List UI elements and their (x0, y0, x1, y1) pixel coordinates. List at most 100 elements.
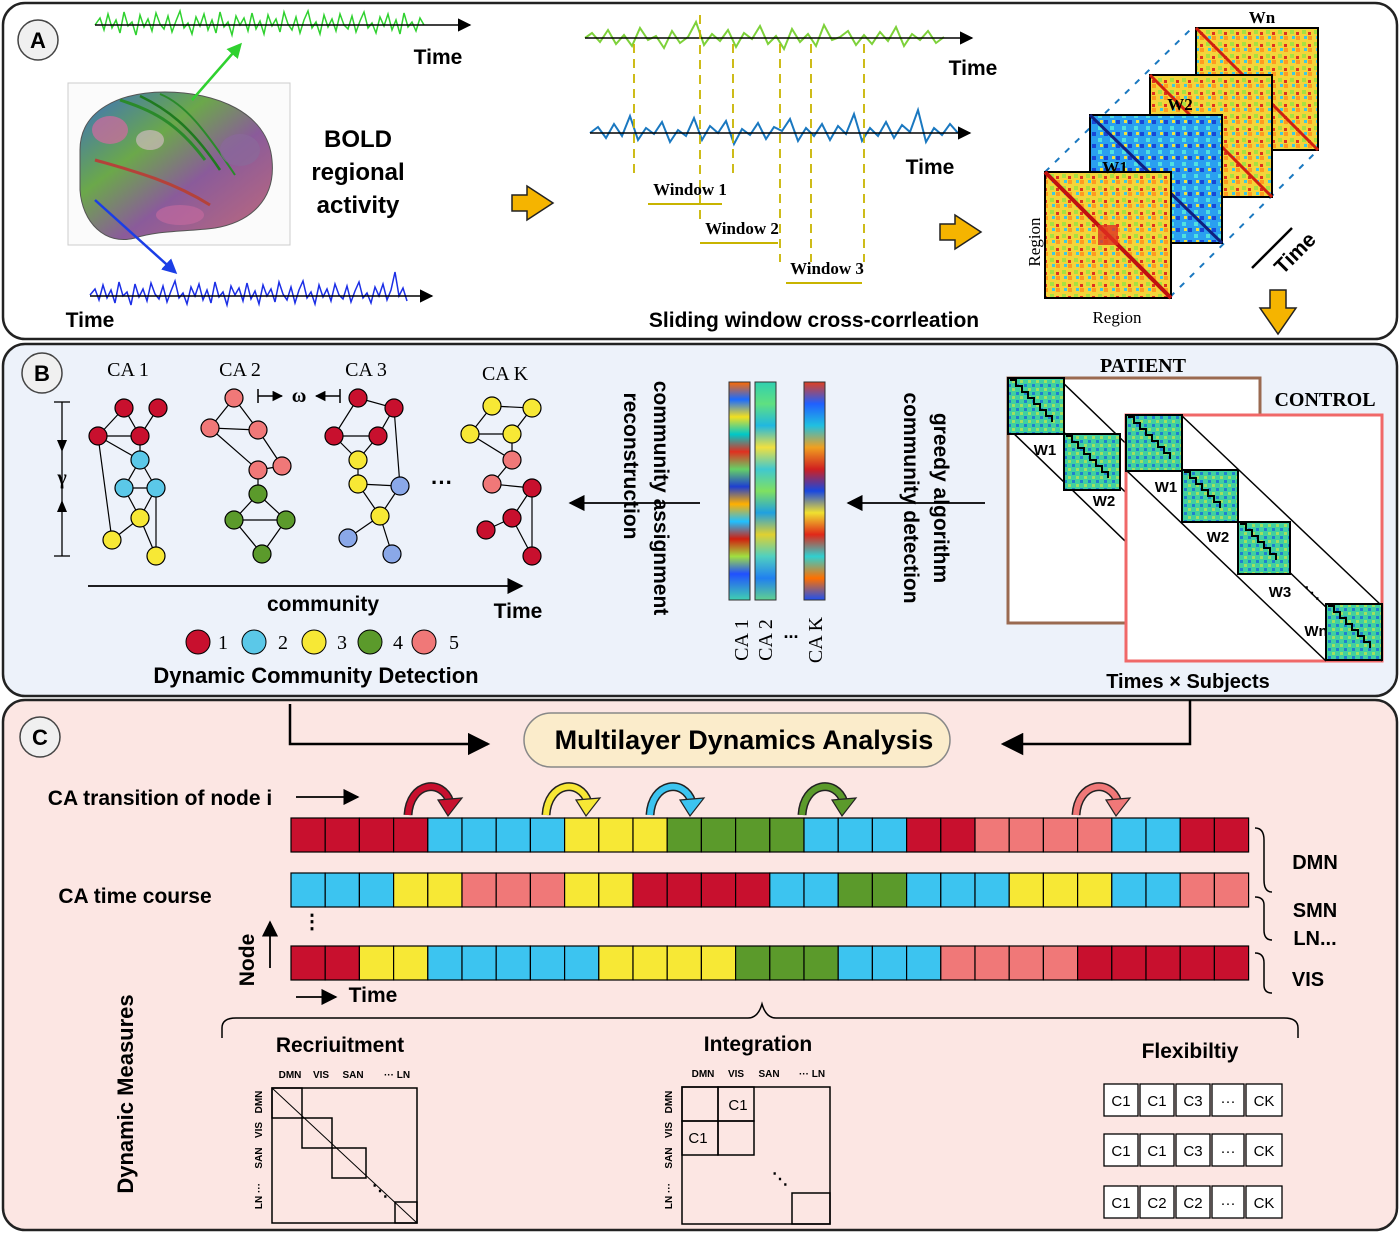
legend-number-3: 3 (337, 632, 347, 654)
ca-cell (563, 945, 600, 981)
network-label-smn: SMN (1293, 900, 1337, 922)
window-signal-green (584, 19, 945, 52)
flex-cell-label: C2 (1183, 1195, 1202, 1212)
ca-cell (666, 945, 703, 981)
dynamic-measures-label: Dynamic Measures (113, 994, 138, 1193)
svg-text:⋱: ⋱ (1304, 585, 1320, 602)
ca-stripe-2 (754, 381, 777, 601)
flex-cell-label: C3 (1183, 1143, 1202, 1160)
transition-arrow-icon (647, 783, 695, 816)
int-side-dmn: DMN (664, 1091, 675, 1114)
ca-cell (290, 817, 326, 853)
flex-cell (1245, 1133, 1283, 1167)
ca-stripe-k (803, 381, 826, 601)
ca-cell (905, 872, 942, 908)
integration-title: Integration (704, 1033, 813, 1056)
down-arrow-icon (1258, 289, 1298, 336)
transition-arrow-head (1104, 797, 1132, 818)
ca-cell (427, 945, 463, 981)
legend-number-5: 5 (449, 632, 459, 654)
rec-top-dmn: DMN (279, 1070, 302, 1081)
ca-cell (769, 817, 805, 853)
flex-cell-label: CK (1254, 1195, 1275, 1212)
community-legend: 1 2 3 4 5 (185, 629, 459, 655)
ca-cell (563, 817, 600, 853)
rec-side-dmn: DMN (254, 1091, 265, 1114)
transition-arrow-head (574, 797, 602, 818)
mda-box (523, 712, 951, 768)
ca-cell (324, 817, 361, 853)
window-guides (633, 15, 865, 262)
ca-cell (358, 872, 395, 908)
bold-signal-blue (89, 271, 408, 308)
patient-window-1: W1 (1034, 442, 1057, 459)
ca-cell (1179, 945, 1215, 981)
ca-cell (324, 872, 361, 908)
transition-arrow-head (436, 797, 464, 818)
ca-cell (1008, 817, 1045, 853)
ca-cell (598, 817, 634, 853)
network-label-ln: LN... (1293, 928, 1336, 950)
ca-cell (871, 872, 908, 908)
ca-cell (598, 945, 634, 981)
ca-cell (700, 872, 737, 908)
time-axis-c: Time (349, 984, 398, 1007)
ca-cell (1042, 817, 1079, 853)
ca-cell (529, 945, 566, 981)
flex-cell-label: CK (1254, 1143, 1275, 1160)
ca-cell (871, 945, 908, 981)
flex-cell (1175, 1083, 1211, 1117)
ca-cell (1179, 817, 1215, 853)
ca-time-course-rows (290, 817, 1250, 981)
transition-arrow-icon (799, 783, 847, 816)
community-axis-label: community (267, 593, 379, 616)
bold-line-2: regional (311, 159, 404, 186)
ca-cell (734, 872, 771, 908)
ca-cell (837, 945, 874, 981)
ca-cell (393, 817, 429, 853)
matrix-label-w1: W1 (1102, 158, 1128, 177)
flex-cell-label: C1 (1111, 1143, 1130, 1160)
panel-c: C Multilayer Dynamics Analysis CA transi… (1, 698, 1399, 1232)
time-label-a2: Time (66, 309, 115, 332)
greedy-line1: greedy algorithm (929, 413, 952, 583)
ca-cell (632, 945, 668, 981)
time-label-a3: Time (949, 57, 998, 80)
transition-arrow-icon (405, 783, 453, 816)
ca-cell (734, 945, 771, 981)
flex-cell (1211, 1133, 1245, 1167)
patient-label: PATIENT (1100, 355, 1187, 377)
flexibility-title: Flexibiltiy (1142, 1040, 1239, 1063)
ca-cell (1145, 945, 1181, 981)
community-graphs (88, 388, 542, 566)
window-label-3: Window 3 (790, 259, 864, 278)
ca-cell (666, 872, 703, 908)
ca-cell (358, 817, 395, 853)
rec-top-ln: ··· LN (384, 1070, 410, 1081)
ca-cell (769, 945, 805, 981)
ca-cell (837, 872, 874, 908)
ca-cell (1076, 817, 1113, 853)
flex-cell (1245, 1083, 1283, 1117)
flex-cell (1103, 1083, 1139, 1117)
ca-cell (734, 817, 771, 853)
flex-cell (1211, 1083, 1245, 1117)
region-y-label: Region (1025, 217, 1044, 267)
flex-cell (1175, 1185, 1211, 1219)
flex-cell-label: C1 (1147, 1093, 1166, 1110)
int-top-dmn: DMN (692, 1069, 715, 1080)
transition-arrow-icon (543, 783, 591, 816)
ca-cell (666, 817, 703, 853)
ca-cell (1111, 945, 1147, 981)
flex-cell (1175, 1133, 1211, 1167)
int-side-vis: VIS (664, 1122, 675, 1138)
ca-cell (529, 817, 566, 853)
transition-arrow-head (830, 797, 858, 818)
times-subjects-label: Times × Subjects (1106, 671, 1270, 693)
ca-cell (974, 817, 1010, 853)
dcd-caption: Dynamic Community Detection (153, 663, 478, 688)
flex-cell (1139, 1133, 1175, 1167)
flex-cell (1103, 1133, 1139, 1167)
node-axis-label: Node (236, 934, 259, 987)
correlation-matrices (1043, 26, 1320, 300)
